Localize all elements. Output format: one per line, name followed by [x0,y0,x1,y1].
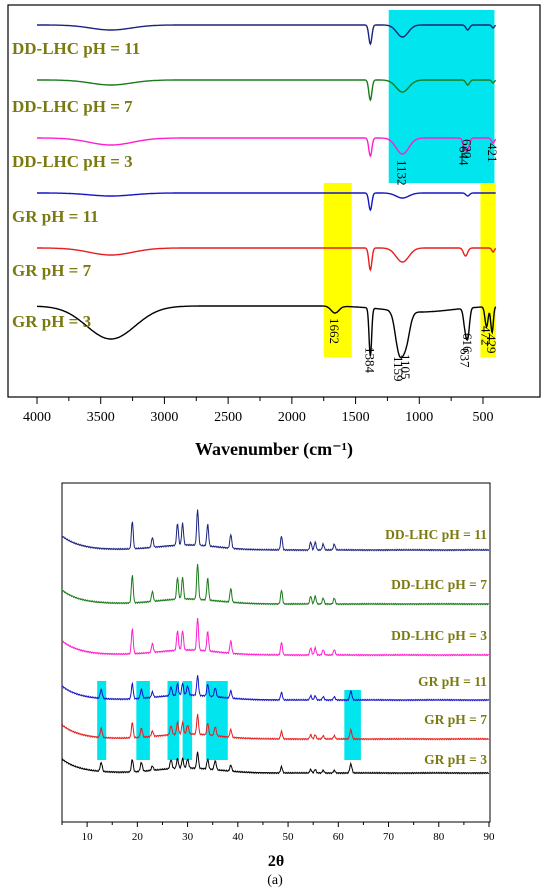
xrd-pattern-line [61,675,490,702]
peak-label: 429 [484,334,499,354]
ftir-spectrum-line [37,24,497,46]
xrd-highlight-band [344,690,361,760]
xrd-series-labels: DD-LHC pH = 11 DD-LHC pH = 7 DD-LHC pH =… [385,527,487,767]
xrd-x-tick-label: 30 [182,831,194,843]
peak-label: 637 [458,348,473,368]
ftir-x-axis: 4000 3500 3000 2500 2000 1500 1000 500 [23,397,494,425]
ftir-x-tick-label: 3500 [87,410,115,425]
ftir-label-ddlhc-7: DD-LHC pH = 7 [12,97,133,116]
xrd-patterns [61,509,490,775]
xrd-highlight-band [182,681,193,760]
xrd-label-gr-7: GR pH = 7 [424,712,487,727]
xrd-x-tick-label: 70 [383,831,395,843]
peak-label: 1159 [391,356,406,382]
ftir-label-gr-7: GR pH = 7 [12,261,92,280]
xrd-x-tick-label: 40 [232,831,244,843]
xrd-x-tick-label: 60 [333,831,345,843]
xrd-highlight-band [136,681,150,760]
xrd-x-tick-label: 80 [433,831,445,843]
ftir-peak-labels-ddlhc: 1132 644 620 421 [395,139,501,186]
xrd-pattern-line [61,509,490,552]
peak-label: 644 [457,146,472,166]
ftir-spectrum-line [37,137,497,158]
figure-caption: (a) [267,873,283,887]
ftir-highlight-band [388,10,495,183]
ftir-x-tick-label: 2000 [278,410,306,425]
xrd-pattern-line [61,618,490,657]
ftir-x-axis-title: Wavenumber (cm⁻¹) [195,439,353,460]
ftir-spectrum-line [37,305,497,359]
ftir-x-tick-label: 500 [473,410,494,425]
xrd-x-axis: 10 20 30 40 50 60 70 80 90 [61,822,496,843]
ftir-spectrum-line [37,79,497,102]
ftir-x-tick-label: 1500 [342,410,370,425]
xrd-label-gr-3: GR pH = 3 [424,752,487,767]
peak-label: 1384 [362,347,377,374]
xrd-x-axis-title: 2θ [268,853,284,870]
ftir-spectra [37,24,497,359]
ftir-label-gr-11: GR pH = 11 [12,207,99,226]
xrd-label-gr-11: GR pH = 11 [418,674,487,689]
ftir-spectrum-line [37,192,496,212]
ftir-label-ddlhc-11: DD-LHC pH = 11 [12,39,140,58]
peak-label: 1662 [327,318,342,344]
ftir-highlight-band [323,183,352,357]
xrd-panel: 10 20 30 40 50 60 70 80 90 DD-LHC pH = 11 DD-LHC… [61,482,496,870]
xrd-label-ddlhc-11: DD-LHC pH = 11 [385,527,487,542]
peak-label: 472 [479,326,494,346]
ftir-label-ddlhc-3: DD-LHC pH = 3 [12,152,133,171]
peak-label: 1132 [395,160,410,186]
ftir-x-tick-label: 4000 [23,410,51,425]
xrd-pattern-line [61,751,490,775]
xrd-plot-frame [61,482,491,823]
xrd-pattern-line [61,563,490,606]
xrd-x-tick-label: 50 [283,831,295,843]
xrd-highlight-band [167,681,180,760]
xrd-label-ddlhc-7: DD-LHC pH = 7 [391,577,487,592]
peak-label: 620 [460,139,475,159]
xrd-label-ddlhc-3: DD-LHC pH = 3 [391,628,487,643]
xrd-x-tick-label: 10 [82,831,94,843]
ftir-panel: 4000 3500 3000 2500 2000 1500 1000 500 DD-LHC p… [7,4,541,460]
xrd-highlights [97,681,361,760]
ftir-x-tick-label: 3000 [150,410,178,425]
xrd-highlight-band [97,681,107,760]
ftir-peak-labels-gr: 1662 1384 1159 1105 637 616 472 429 [327,318,499,382]
ftir-x-tick-label: 1000 [405,410,433,425]
xrd-x-tick-label: 90 [484,831,496,843]
ftir-highlights [323,10,496,357]
ftir-x-tick-label: 2500 [214,410,242,425]
ftir-series-labels: DD-LHC pH = 11 DD-LHC pH = 7 DD-LHC pH =… [12,39,140,331]
xrd-pattern-line [61,713,490,741]
xrd-highlight-band [206,681,228,760]
peak-label: 1105 [398,354,413,380]
peak-label: 421 [485,143,500,163]
ftir-label-gr-3: GR pH = 3 [12,312,91,331]
ftir-spectrum-line [37,247,497,272]
xrd-x-tick-label: 20 [132,831,144,843]
ftir-plot-frame [7,4,541,398]
peak-label: 616 [460,333,475,353]
